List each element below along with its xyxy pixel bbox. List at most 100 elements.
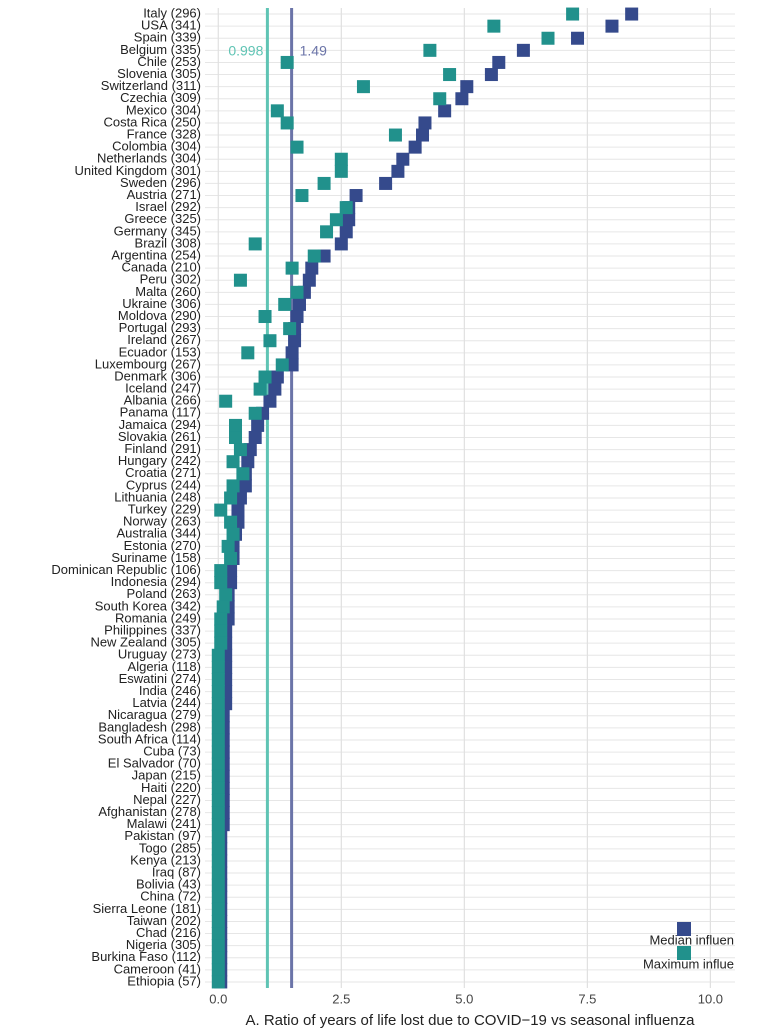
point [211, 806, 225, 820]
y-tick-label: Slovenia (305) [117, 66, 201, 81]
point [290, 285, 304, 299]
y-tick-label: Nepal (227) [133, 792, 201, 807]
reference-label: 0.998 [228, 43, 263, 59]
point [241, 455, 255, 469]
point [211, 866, 225, 880]
y-tick-label: Netherlands (304) [97, 151, 201, 166]
y-tick-label: Germany (345) [114, 223, 201, 238]
y-tick-label: Argentina (254) [111, 247, 201, 262]
y-tick-label: Canada (210) [122, 260, 202, 275]
y-tick-label: Nigeria (305) [126, 937, 201, 952]
x-tick-label: 0.0 [209, 991, 227, 1006]
y-tick-label: Colombia (304) [112, 139, 201, 154]
point [211, 733, 225, 747]
legend-swatch [677, 922, 691, 936]
point [224, 576, 238, 590]
point [229, 431, 243, 445]
point [211, 842, 225, 856]
y-tick-label: Chile (253) [137, 54, 201, 69]
point [211, 709, 225, 723]
point [423, 43, 437, 57]
y-tick-label: Denmark (306) [114, 368, 201, 383]
y-tick-label: Burkina Faso (112) [91, 949, 201, 964]
y-tick-label: Slovakia (261) [118, 429, 201, 444]
y-tick-label: France (328) [127, 126, 201, 141]
y-tick-label: Luxembourg (267) [95, 356, 201, 371]
y-tick-label: Nicaragua (279) [108, 707, 201, 722]
point [226, 527, 240, 541]
point [214, 624, 228, 638]
y-tick-label: Ireland (267) [127, 332, 201, 347]
point [211, 902, 225, 916]
point [211, 890, 225, 904]
point [214, 503, 228, 517]
point [292, 297, 306, 311]
y-tick-label: Sierra Leone (181) [93, 901, 201, 916]
point [211, 685, 225, 699]
y-tick-label: Brazil (308) [135, 235, 201, 250]
y-tick-label: Philippines (337) [104, 623, 201, 638]
point [211, 914, 225, 928]
point [455, 92, 469, 106]
point [566, 7, 580, 21]
y-tick-label: Israel (292) [135, 199, 201, 214]
point [211, 830, 225, 844]
point [219, 588, 233, 602]
point [221, 539, 235, 553]
y-tick-label: Dominican Republic (106) [51, 562, 201, 577]
y-tick-label: Hungary (242) [118, 453, 201, 468]
y-tick-label: Chad (216) [136, 925, 201, 940]
x-axis-title: A. Ratio of years of life lost due to CO… [246, 1012, 696, 1029]
point [211, 721, 225, 735]
point [211, 648, 225, 662]
legend-label: Median influen [649, 932, 734, 947]
point [356, 80, 370, 94]
y-tick-label: Pakistan (97) [124, 828, 201, 843]
point [334, 164, 348, 178]
y-tick-label: Moldova (290) [118, 308, 201, 323]
point [270, 370, 284, 384]
y-tick-label: Afghanistan (278) [98, 804, 201, 819]
point [438, 104, 452, 118]
y-tick-label: Kenya (213) [130, 852, 201, 867]
point [211, 757, 225, 771]
y-tick-label: Cuba (73) [143, 744, 201, 759]
y-tick-label: Portugal (293) [119, 320, 201, 335]
y-tick-label: Bangladesh (298) [98, 719, 201, 734]
y-tick-label: Mexico (304) [126, 102, 201, 117]
y-tick-label: Croatia (271) [125, 465, 201, 480]
x-tick-label: 10.0 [698, 991, 723, 1006]
point [248, 237, 262, 251]
y-tick-label: Uruguay (273) [118, 647, 201, 662]
point [625, 7, 639, 21]
point [211, 745, 225, 759]
point [418, 116, 432, 130]
point [211, 672, 225, 686]
point [342, 213, 356, 227]
point [263, 394, 277, 408]
point [379, 176, 393, 190]
y-tick-label: Cyprus (244) [126, 477, 201, 492]
y-tick-label: Italy (296) [143, 5, 201, 20]
point [270, 104, 284, 118]
point [211, 878, 225, 892]
point [258, 310, 272, 324]
point [339, 201, 353, 215]
point [214, 576, 228, 590]
point [211, 963, 225, 977]
point [320, 225, 334, 239]
point [233, 443, 247, 457]
point [302, 273, 316, 287]
y-tick-label: Austria (271) [127, 187, 201, 202]
point [253, 382, 267, 396]
point [229, 418, 243, 432]
y-tick-label: China (72) [140, 889, 201, 904]
y-tick-label: USA (341) [141, 18, 201, 33]
point [211, 818, 225, 832]
point [290, 310, 304, 324]
point [233, 491, 247, 505]
point [224, 515, 238, 529]
point [268, 382, 282, 396]
point [283, 322, 297, 336]
y-tick-label: Japan (215) [132, 768, 201, 783]
